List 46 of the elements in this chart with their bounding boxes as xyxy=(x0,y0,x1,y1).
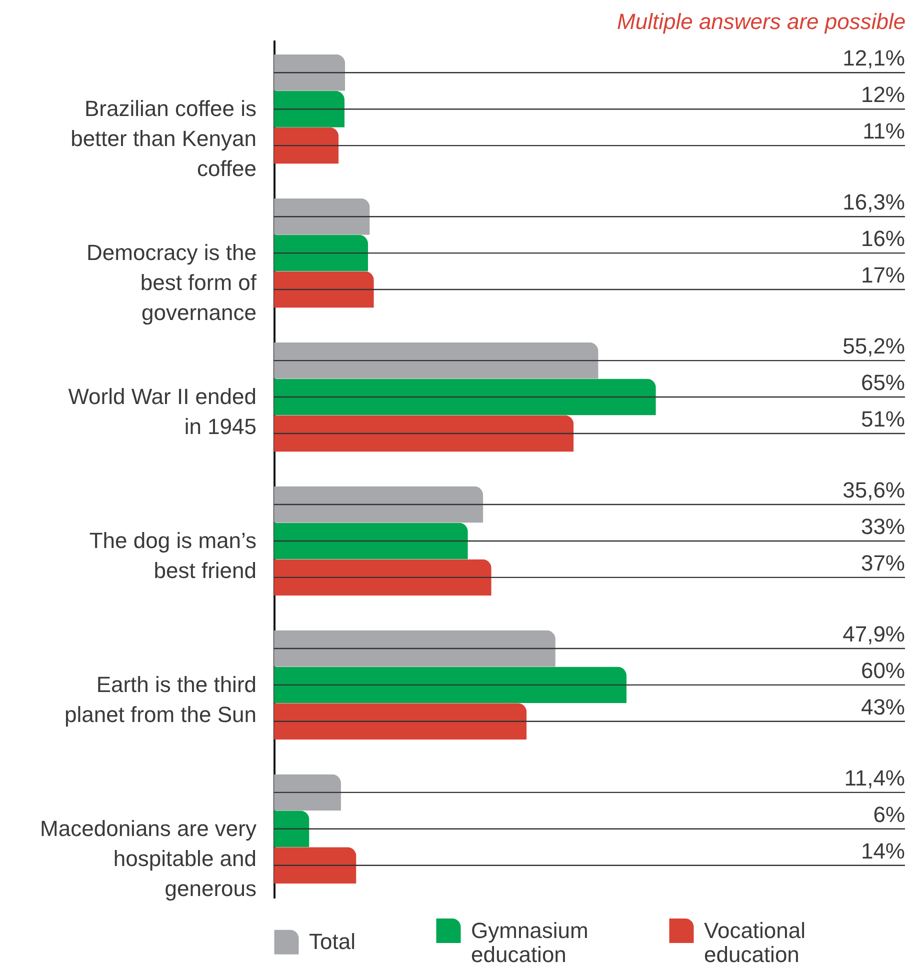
bar xyxy=(274,198,370,235)
bar xyxy=(274,847,356,884)
data-label: 60% xyxy=(860,658,905,683)
legend-label: Total xyxy=(309,929,356,954)
bar xyxy=(274,378,656,416)
data-label: 11,4% xyxy=(844,765,905,790)
text: Multiple answers are possible xyxy=(617,9,906,34)
data-label: 12,1% xyxy=(842,46,905,71)
bar xyxy=(274,486,484,523)
y-tick-label: Earth is the third planet from the Sun xyxy=(64,672,256,727)
y-tick-label: The dog is man’s best friend xyxy=(89,528,256,583)
data-label: 16% xyxy=(860,226,905,252)
data-label: 12% xyxy=(860,82,905,108)
bar xyxy=(274,342,598,379)
data-label: 37% xyxy=(860,550,905,576)
bar xyxy=(274,559,492,596)
y-tick-label: Democracy is the best form of governance xyxy=(86,240,258,326)
bar xyxy=(274,666,627,704)
data-label: 11% xyxy=(862,118,905,144)
y-tick-label: Macedonians are very hospitable and generous xyxy=(40,816,256,901)
data-label: 33% xyxy=(860,514,905,539)
legend-label: Gymnasium education xyxy=(471,918,588,967)
bar xyxy=(274,774,341,811)
data-label: 65% xyxy=(860,370,905,396)
bar xyxy=(274,630,556,667)
data-label: 6% xyxy=(873,802,905,827)
bar xyxy=(274,522,468,560)
bar xyxy=(274,90,345,128)
data-label: 47,9% xyxy=(842,621,905,646)
data-label: 35,6% xyxy=(842,478,905,503)
bar xyxy=(274,54,346,91)
legend-label: Vocational education xyxy=(704,918,806,967)
bar xyxy=(274,703,527,740)
bar xyxy=(274,810,310,848)
bar xyxy=(274,271,374,308)
data-label: 14% xyxy=(860,838,905,864)
data-label: 16,3% xyxy=(842,190,905,215)
bar xyxy=(274,127,339,164)
y-tick-label: World War II ended in 1945 xyxy=(68,384,256,440)
data-label: 55,2% xyxy=(842,334,905,359)
y-tick-label: Brazilian coffee is better than Kenyan coffee xyxy=(70,96,256,182)
data-label: 43% xyxy=(860,694,905,720)
data-label: 17% xyxy=(860,262,905,288)
bar xyxy=(274,234,368,272)
bar xyxy=(274,415,574,452)
data-label: 51% xyxy=(860,406,905,432)
